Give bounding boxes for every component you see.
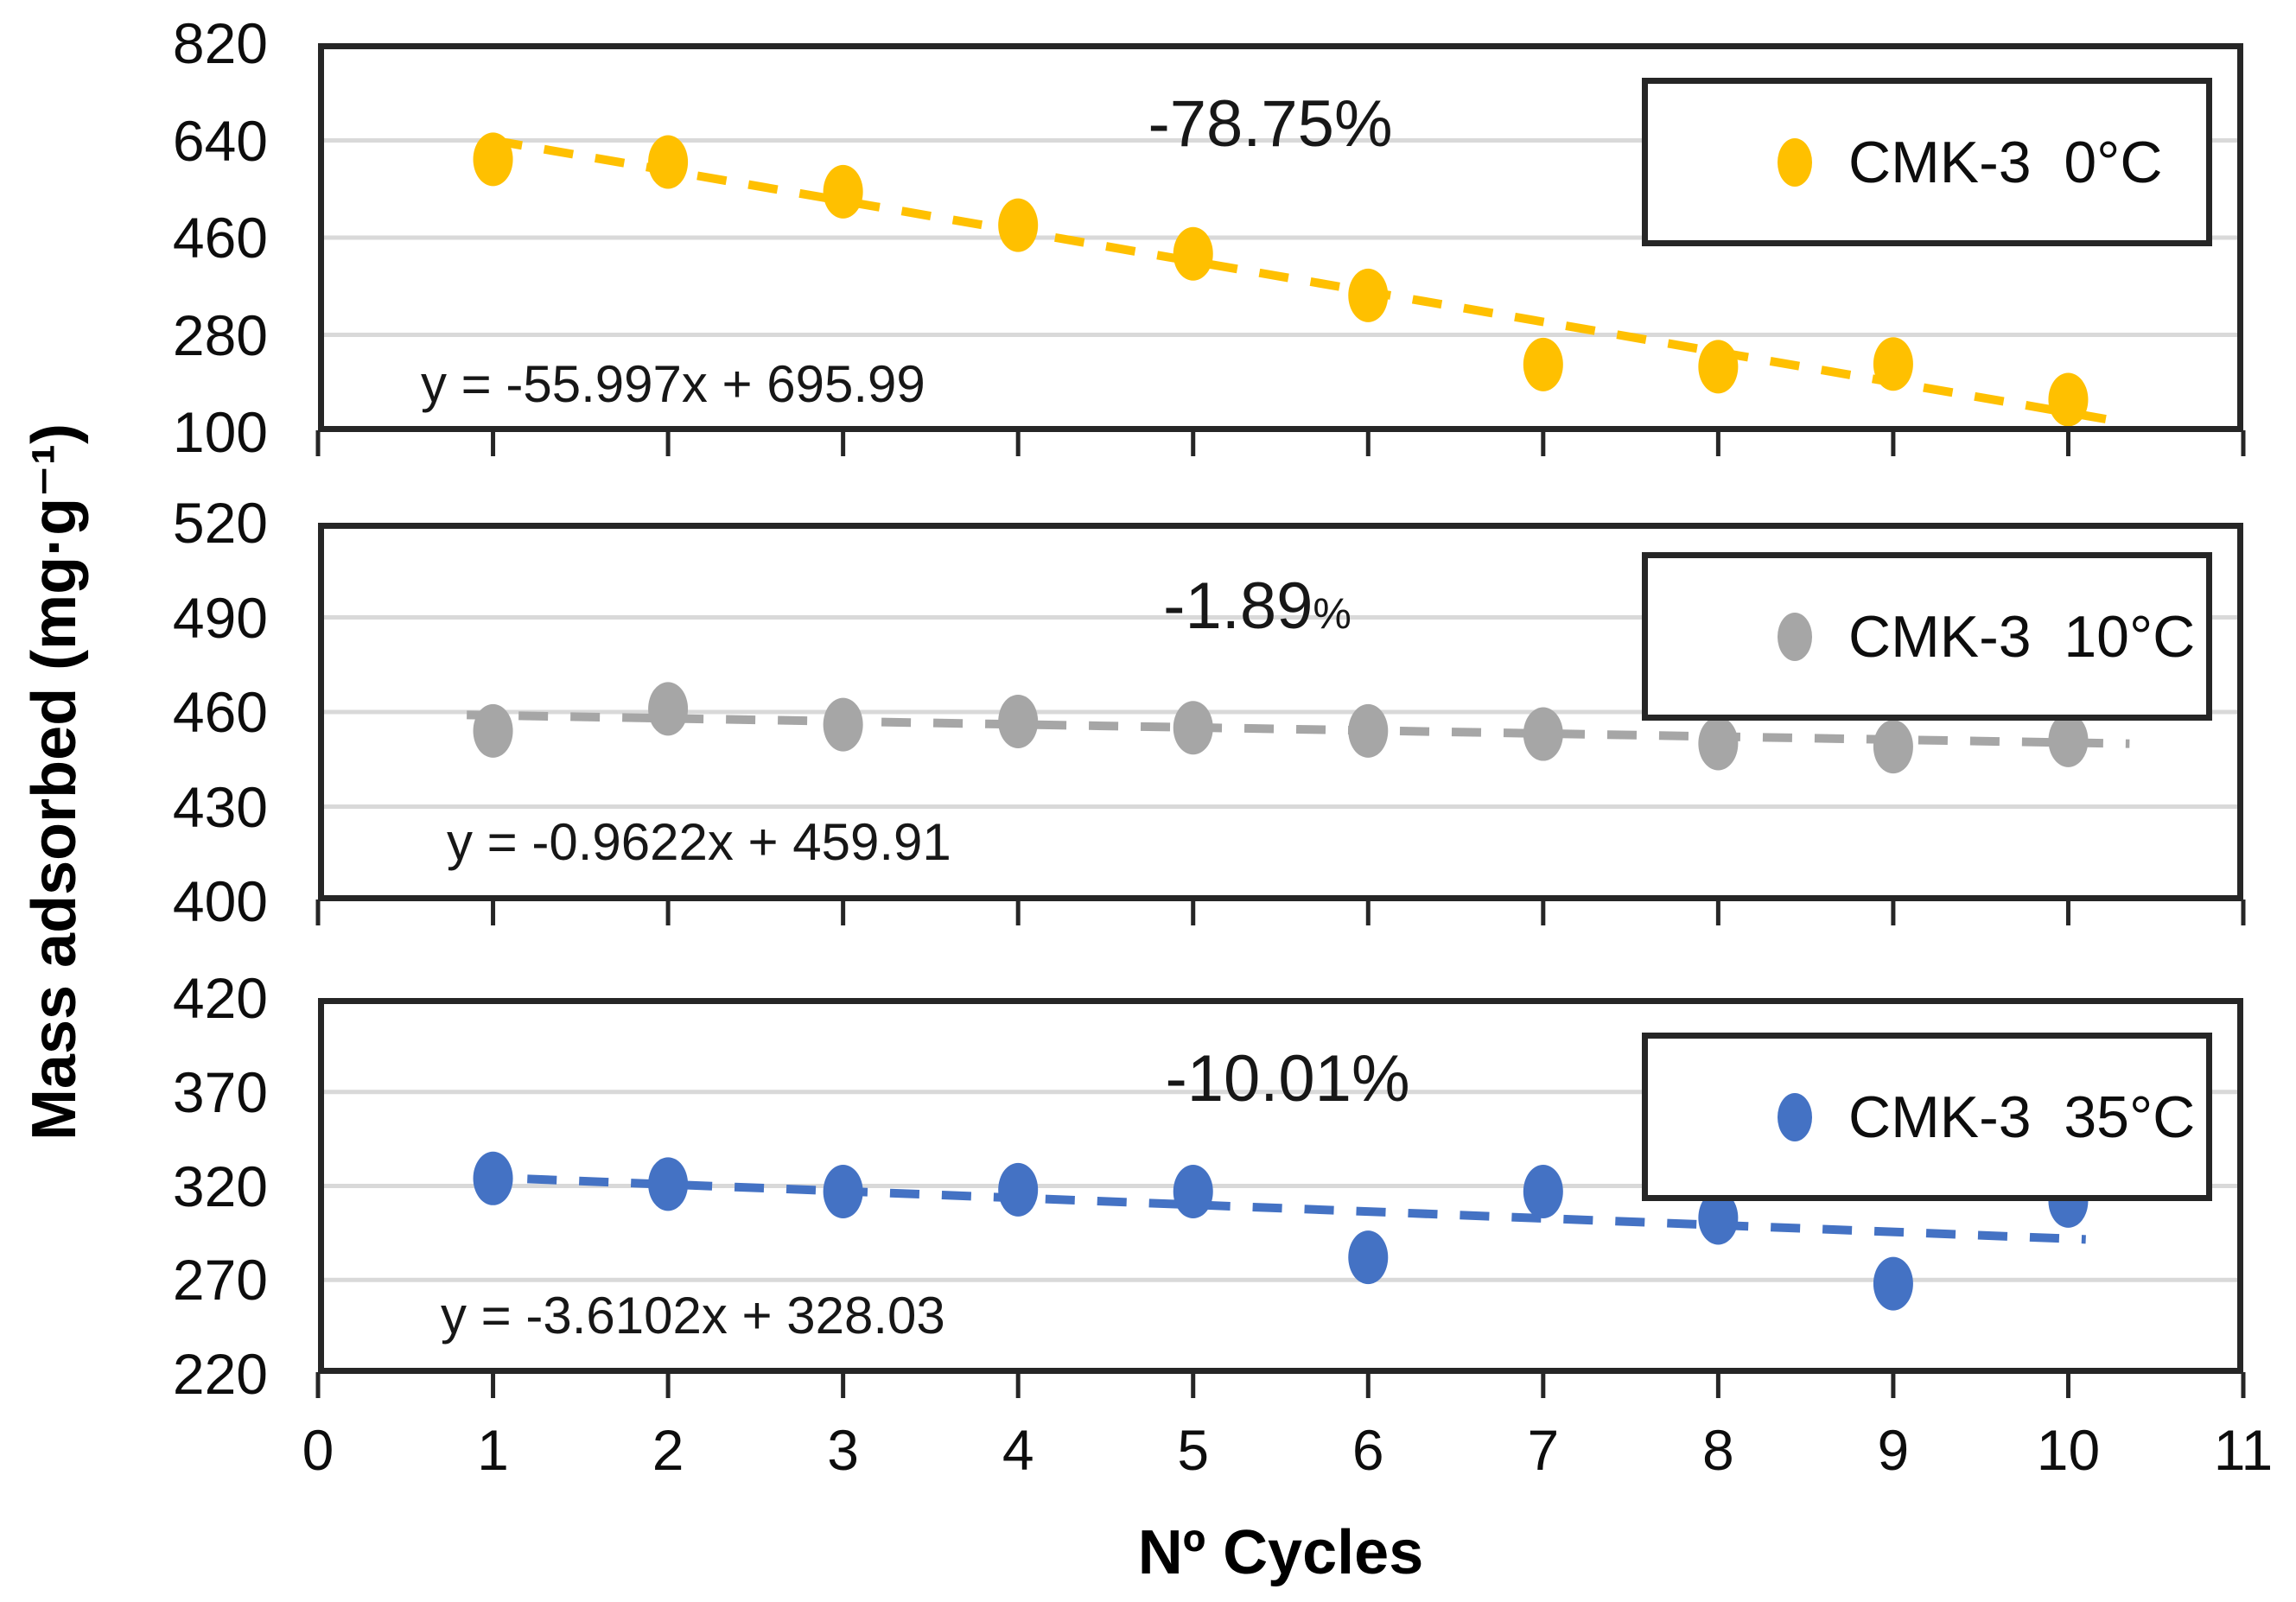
plot-border: [318, 523, 2243, 901]
y-tick-label: 820: [172, 11, 268, 75]
legend-10c: CMK-3 10°C: [1642, 552, 2212, 721]
subplot-10c-plot-area: [315, 523, 2246, 925]
y-tick-label: 460: [172, 206, 268, 270]
data-point: [1698, 716, 1739, 771]
trendline-equation-35c: y = -3.6102x + 328.03: [441, 1287, 945, 1345]
data-point: [1873, 720, 1913, 774]
trendline: [475, 1173, 2086, 1244]
y-tick-label: 100: [172, 400, 268, 464]
data-point: [1523, 707, 1563, 761]
data-point: [473, 703, 513, 758]
x-tick-label: 2: [652, 1418, 684, 1482]
plot-border: [318, 43, 2243, 432]
y-tick-label: 270: [172, 1248, 268, 1313]
x-tick-label: 5: [1177, 1418, 1210, 1482]
y-tick-label: 640: [172, 108, 268, 173]
loss-annotation-0c: -78.75%: [1148, 87, 1393, 161]
y-tick-label: 430: [172, 774, 268, 839]
data-point: [1873, 1256, 1913, 1311]
data-point: [1698, 1191, 1739, 1245]
data-point: [473, 1151, 513, 1205]
x-tick-label: 8: [1702, 1418, 1734, 1482]
data-point: [998, 1162, 1039, 1217]
loss-annotation-10c: -1.89%: [1163, 569, 1352, 643]
data-point: [2048, 713, 2089, 767]
legend-marker-0c-icon: [1778, 137, 1812, 187]
legend-label-10c: CMK-3 10°C: [1848, 603, 2196, 670]
x-tick-label: 4: [1002, 1418, 1034, 1482]
data-point: [648, 135, 689, 189]
data-point: [1173, 701, 1213, 755]
data-point: [998, 694, 1039, 748]
data-point: [1173, 226, 1213, 281]
x-axis-title: Nº Cycles: [1137, 1518, 1424, 1587]
x-tick-label: 10: [2036, 1418, 2101, 1482]
data-point: [648, 1157, 689, 1211]
y-tick-label: 490: [172, 585, 268, 650]
y-tick-label: 280: [172, 302, 268, 367]
legend-label-35c: CMK-3 35°C: [1848, 1084, 2196, 1150]
data-point: [648, 682, 689, 736]
y-tick-label: 420: [172, 966, 268, 1030]
trendline-equation-0c: y = -55.997x + 695.99: [421, 355, 925, 413]
legend-marker-10c-icon: [1778, 612, 1812, 661]
data-point: [1523, 337, 1563, 391]
y-tick-label: 370: [172, 1059, 268, 1124]
x-tick-label: 7: [1527, 1418, 1560, 1482]
data-point: [1173, 1165, 1213, 1219]
legend-0c: CMK-3 0°C: [1642, 78, 2212, 246]
legend-label-0c: CMK-3 0°C: [1848, 129, 2163, 195]
y-tick-label: 320: [172, 1154, 268, 1218]
trendline: [492, 136, 2122, 426]
data-point: [1698, 340, 1739, 394]
trendline: [467, 710, 2130, 748]
y-tick-label: 520: [172, 491, 268, 555]
trendline-equation-10c: y = -0.9622x + 459.91: [447, 813, 951, 871]
data-point: [1873, 337, 1913, 391]
subplot-0c-plot-area: [315, 43, 2246, 456]
x-tick-label: 3: [827, 1418, 859, 1482]
data-point: [473, 132, 513, 187]
y-tick-label: 400: [172, 869, 268, 933]
plot-border: [318, 998, 2243, 1374]
x-tick-label: 9: [1877, 1418, 1910, 1482]
data-point: [823, 164, 863, 219]
loss-annotation-35c: -10.01%: [1165, 1042, 1410, 1116]
y-tick-label: 460: [172, 680, 268, 744]
legend-35c: CMK-3 35°C: [1642, 1033, 2212, 1201]
data-point: [1348, 703, 1389, 758]
legend-marker-35c-icon: [1778, 1092, 1812, 1141]
data-point: [1348, 1230, 1389, 1285]
data-point: [823, 1165, 863, 1219]
data-point: [1523, 1165, 1563, 1219]
y-tick-label: 220: [172, 1342, 268, 1406]
x-tick-label: 1: [477, 1418, 509, 1482]
data-point: [1348, 268, 1389, 322]
data-point: [998, 198, 1039, 252]
x-tick-label: 11: [2213, 1418, 2274, 1482]
data-point: [823, 697, 863, 752]
data-point: [2048, 372, 2089, 427]
x-tick-label: 0: [302, 1418, 334, 1482]
x-tick-label: 6: [1352, 1418, 1384, 1482]
